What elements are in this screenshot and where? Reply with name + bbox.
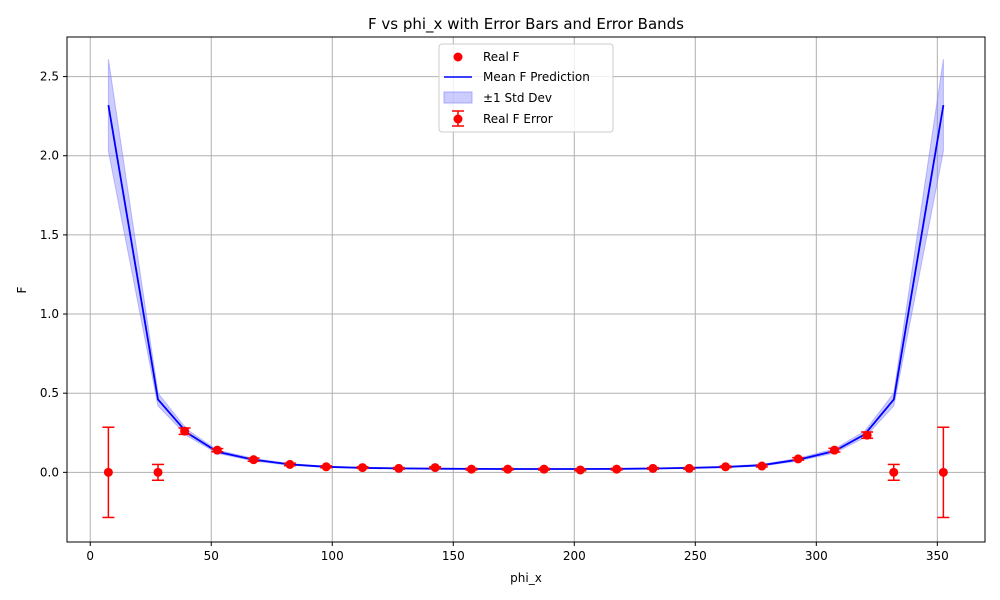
real-f-point <box>394 463 404 473</box>
y-tick-label: 0.0 <box>40 465 59 479</box>
real-f-point <box>249 455 259 465</box>
legend-real-f-marker <box>453 52 463 62</box>
real-f-point <box>153 467 163 477</box>
legend-box <box>438 43 614 133</box>
real-f-point <box>938 467 948 477</box>
y-tick-label: 2.5 <box>40 70 59 84</box>
real-f-point <box>180 426 190 436</box>
x-tick-label: 100 <box>321 549 344 563</box>
real-f-point <box>503 464 513 474</box>
real-f-point <box>575 465 585 475</box>
real-f-point <box>466 464 476 474</box>
axis-ticks: 0 50 100 150 200 250 300 350 0.0 0.5 1.0 1.5 2.0 2.5 <box>40 70 949 563</box>
real-f-point <box>321 462 331 472</box>
legend-error-marker <box>453 114 463 124</box>
y-tick-label: 2.0 <box>40 149 59 163</box>
plot-frame <box>66 36 986 543</box>
y-tick-label: 1.5 <box>40 228 59 242</box>
real-f-point <box>889 467 899 477</box>
legend: Real F Mean F Prediction ±1 Std Dev Real… <box>438 43 614 133</box>
x-tick-label: 250 <box>684 549 707 563</box>
real-f-point <box>103 467 113 477</box>
real-f-point <box>721 462 731 472</box>
legend-real-f-label: Real F <box>483 50 520 64</box>
x-tick-label: 50 <box>204 549 219 563</box>
chart-title: F vs phi_x with Error Bars and Error Ban… <box>368 15 684 34</box>
y-tick-label: 0.5 <box>40 386 59 400</box>
real-f-point <box>829 445 839 455</box>
x-tick-label: 350 <box>926 549 949 563</box>
x-axis-label: phi_x <box>510 571 542 585</box>
real-f-point <box>539 464 549 474</box>
legend-mean-prediction-label: Mean F Prediction <box>483 70 590 84</box>
real-f-point <box>358 463 368 473</box>
real-f-point <box>684 463 694 473</box>
legend-error-label: Real F Error <box>483 112 553 126</box>
real-f-point <box>430 463 440 473</box>
real-f-point <box>793 454 803 464</box>
real-f-point <box>612 464 622 474</box>
legend-band-label: ±1 Std Dev <box>483 91 552 105</box>
real-f-point <box>212 445 222 455</box>
x-tick-label: 300 <box>805 549 828 563</box>
y-axis-label: F <box>15 286 29 293</box>
x-tick-label: 150 <box>442 549 465 563</box>
real-points <box>103 426 948 477</box>
real-f-point <box>648 463 658 473</box>
legend-band-swatch <box>443 91 473 104</box>
y-tick-label: 1.0 <box>40 307 59 321</box>
real-f-point <box>757 461 767 471</box>
real-f-point <box>862 430 872 440</box>
mean-prediction-line <box>107 104 945 470</box>
x-tick-label: 200 <box>563 549 586 563</box>
real-f-point <box>285 459 295 469</box>
mean-prediction-series <box>107 104 945 470</box>
x-tick-label: 0 <box>86 549 94 563</box>
